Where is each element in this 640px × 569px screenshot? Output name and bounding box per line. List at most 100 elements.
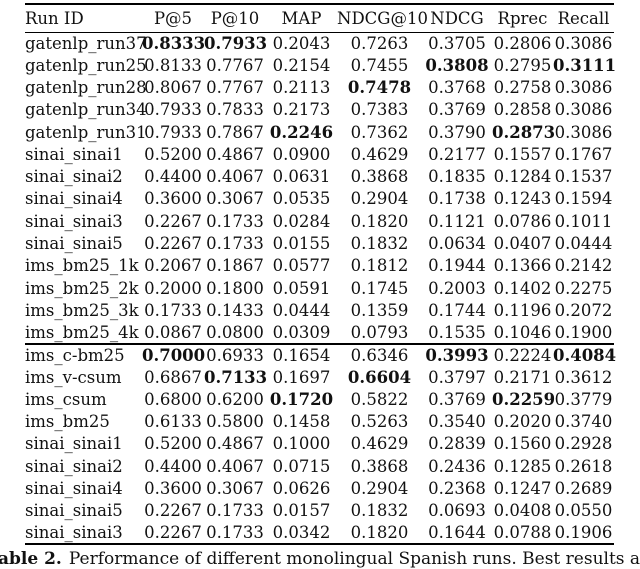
run-id-cell: ims_bm25_4k	[25, 322, 139, 342]
table-row: sinai_sinai3 0.2267 0.1733 0.0284 0.1820 0.11…	[25, 210, 614, 232]
metric-cell: 0.7933	[144, 122, 202, 142]
table-header: Run ID P@5 P@10 MAP NDCG@10 NDCG Rprec Recall	[25, 4, 614, 33]
run-id-cell: ims_bm25_3k	[25, 300, 139, 320]
metric-cell: 0.3768	[428, 78, 486, 98]
table-row: ims_bm25_1k 0.2067 0.1867 0.0577 0.1812 0.194…	[25, 255, 614, 277]
metric-cell: 0.2618	[554, 456, 613, 476]
metric-cell: 0.3612	[554, 367, 613, 387]
table-section-monolingual-top: gatenlp_run37 0.8333 0.7933 0.2043 0.7263 0.3…	[25, 32, 617, 344]
metric-cell: 0.3111	[553, 55, 617, 75]
metric-cell: 0.1812	[350, 256, 409, 276]
metric-cell: 0.2246	[269, 122, 334, 142]
metric-cell: 0.2000	[144, 278, 202, 298]
metric-cell: 0.2267	[144, 211, 202, 231]
metric-cell: 0.4084	[553, 345, 617, 365]
metric-cell: 0.3797	[428, 367, 486, 387]
metric-cell: 0.0444	[272, 300, 331, 320]
metric-cell: 0.1867	[206, 256, 264, 276]
metric-cell: 0.1433	[206, 300, 264, 320]
table-row: sinai_sinai3 0.2267 0.1733 0.0342 0.1820 0.16…	[25, 522, 614, 544]
metric-cell: 0.1535	[428, 322, 486, 342]
metric-cell: 0.0634	[428, 234, 486, 254]
metric-cell: 0.2267	[144, 234, 202, 254]
run-id-cell: ims_bm25_1k	[25, 256, 139, 276]
metric-cell: 0.2067	[144, 256, 202, 276]
run-id-cell: sinai_sinai5	[25, 234, 123, 254]
table-row: sinai_sinai5 0.2267 0.1733 0.0157 0.1832 0.06…	[25, 500, 614, 522]
column-header-rprec: Rprec	[492, 4, 553, 33]
metric-cell: 0.1121	[428, 211, 486, 231]
metric-cell: 0.1697	[272, 367, 331, 387]
metric-cell: 0.6800	[144, 389, 202, 409]
metric-cell: 0.1458	[272, 412, 331, 432]
metric-cell: 0.1000	[272, 434, 331, 454]
metric-cell: 0.0715	[272, 456, 331, 476]
metric-cell: 0.5800	[206, 412, 264, 432]
run-id-cell: gatenlp_run37	[25, 33, 147, 53]
metric-cell: 0.4400	[144, 456, 202, 476]
metric-cell: 0.4629	[350, 144, 409, 164]
header-row: Run ID P@5 P@10 MAP NDCG@10 NDCG Rprec Recall	[25, 4, 614, 33]
metric-cell: 0.2904	[350, 189, 409, 209]
metric-cell: 0.1243	[493, 189, 552, 209]
metric-cell: 0.1046	[493, 322, 552, 342]
metric-cell: 0.3600	[144, 478, 202, 498]
metric-cell: 0.7478	[347, 78, 412, 98]
metric-cell: 0.1738	[428, 189, 486, 209]
metric-cell: 0.1820	[350, 211, 409, 231]
metric-cell: 0.2904	[350, 478, 409, 498]
table-section-monolingual-bottom: ims_c-bm25 0.7000 0.6933 0.1654 0.6346 0.3993…	[25, 343, 617, 544]
metric-cell: 0.2275	[554, 278, 613, 298]
table-row: sinai_sinai4 0.3600 0.3067 0.0535 0.2904 0.17…	[25, 188, 614, 210]
metric-cell: 0.0591	[272, 278, 331, 298]
metric-cell: 0.1944	[428, 256, 486, 276]
metric-cell: 0.2928	[554, 434, 613, 454]
table-caption-text: Performance of different monolingual Spa…	[68, 549, 640, 569]
metric-cell: 0.3067	[206, 478, 264, 498]
metric-cell: 0.4867	[206, 434, 264, 454]
metric-cell: 0.0407	[493, 234, 552, 254]
column-header-ndcg: NDCG	[422, 4, 492, 33]
metric-cell: 0.3600	[144, 189, 202, 209]
table-row: sinai_sinai2 0.4400 0.4067 0.0715 0.3868 0.24…	[25, 455, 614, 477]
column-header-map: MAP	[266, 4, 337, 33]
metric-cell: 0.5822	[350, 389, 409, 409]
metric-cell: 0.3868	[350, 456, 409, 476]
metric-cell: 0.3769	[428, 100, 486, 120]
run-id-cell: gatenlp_run25	[25, 55, 147, 75]
metric-cell: 0.0577	[272, 256, 331, 276]
metric-cell: 0.6604	[347, 367, 412, 387]
metric-cell: 0.0693	[428, 501, 486, 521]
metric-cell: 0.0342	[272, 522, 331, 542]
metric-cell: 0.1900	[554, 322, 613, 342]
metric-cell: 0.1744	[428, 300, 486, 320]
run-id-cell: sinai_sinai2	[25, 456, 123, 476]
metric-cell: 0.2873	[492, 122, 556, 142]
metric-cell: 0.3868	[350, 167, 409, 187]
metric-cell: 0.2795	[493, 55, 552, 75]
metric-cell: 0.1733	[206, 234, 264, 254]
metric-cell: 0.2267	[144, 501, 202, 521]
table-row: gatenlp_run37 0.8333 0.7933 0.2043 0.7263 0.3…	[25, 32, 614, 54]
metric-cell: 0.1196	[493, 300, 552, 320]
metric-cell: 0.6346	[350, 345, 409, 365]
table-caption-label: able 2.	[0, 549, 62, 569]
metric-cell: 0.1284	[493, 167, 552, 187]
table-row: sinai_sinai4 0.3600 0.3067 0.0626 0.2904 0.23…	[25, 477, 614, 499]
metric-cell: 0.6133	[144, 412, 202, 432]
metric-cell: 0.0550	[554, 501, 613, 521]
metric-cell: 0.3779	[554, 389, 613, 409]
metric-cell: 0.7263	[350, 33, 409, 53]
metric-cell: 0.0309	[272, 322, 331, 342]
metric-cell: 0.1654	[272, 345, 331, 365]
metric-cell: 0.1402	[493, 278, 552, 298]
metric-cell: 0.1644	[428, 522, 486, 542]
metric-cell: 0.1820	[350, 522, 409, 542]
metric-cell: 0.1366	[493, 256, 552, 276]
run-id-cell: sinai_sinai1	[25, 434, 123, 454]
run-id-cell: ims_bm25_2k	[25, 278, 139, 298]
metric-cell: 0.1247	[493, 478, 552, 498]
metric-cell: 0.1906	[554, 522, 613, 542]
metric-cell: 0.1745	[350, 278, 409, 298]
